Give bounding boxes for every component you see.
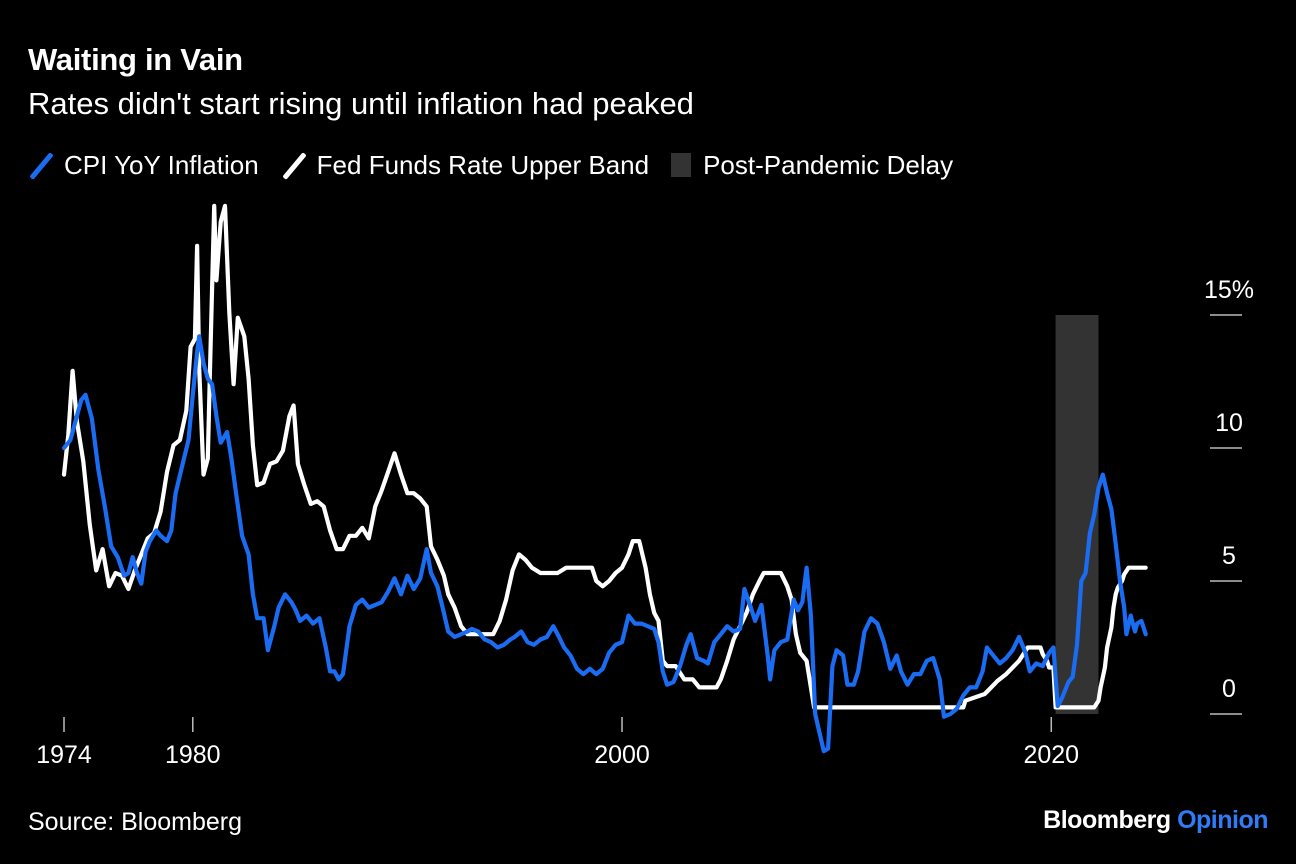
legend-item-fed-funds: Fed Funds Rate Upper Band [281,148,649,182]
x-tick-label-1980: 1980 [165,741,221,769]
y-tick-label-15: 15% [1204,276,1254,304]
legend-item-delay: Post-Pandemic Delay [671,150,953,181]
brand-logo: Bloomberg Opinion [1043,806,1268,835]
x-tick-label-2020: 2020 [1023,741,1079,769]
y-tick-label-5: 5 [1222,542,1236,570]
series-line-fed-funds-rate [61,203,1148,710]
x-tick-label-1974: 1974 [36,741,92,769]
chart-subtitle: Rates didn't start rising until inflatio… [28,86,694,121]
legend-label-cpi: CPI YoY Inflation [64,149,259,180]
series-line-cpi-inflation [61,334,1148,754]
x-tick-label-2000: 2000 [594,741,650,769]
source-note: Source: Bloomberg [28,808,243,836]
brand-main: Bloomberg [1043,806,1171,834]
legend-swatch-delay [671,153,692,177]
chart-title: Waiting in Vain [28,42,243,77]
legend-label-delay: Post-Pandemic Delay [703,149,954,180]
legend: CPI YoY Inflation Fed Funds Rate Upper B… [28,148,975,182]
y-tick-label-0: 0 [1222,675,1236,703]
y-tick-label-10: 10 [1215,409,1243,437]
legend-item-cpi: CPI YoY Inflation [28,148,259,182]
legend-label-fed-funds: Fed Funds Rate Upper Band [316,149,650,180]
brand-accent: Opinion [1177,806,1268,834]
